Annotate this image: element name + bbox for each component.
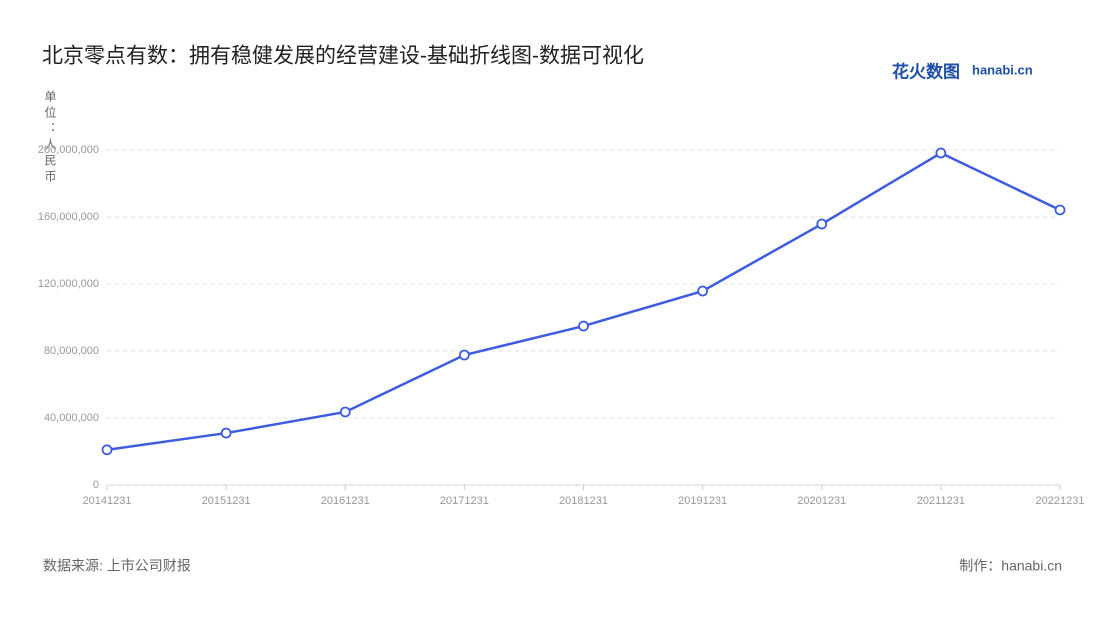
point (697, 285, 709, 297)
x-tick-label: 20201231 (797, 495, 846, 507)
point (1054, 204, 1066, 216)
x-tick-label: 20181231 (559, 495, 608, 507)
x-tick-label: 20211231 (917, 495, 965, 507)
x-tick-label: 20221231 (1036, 495, 1085, 507)
y-axis-label: 单位：人民币 (43, 90, 57, 186)
x-tick-label: 20141231 (83, 495, 132, 507)
y-tick-label: 0 (93, 479, 99, 491)
source: 数据来源: 上市公司财报 (43, 558, 191, 574)
point (458, 349, 470, 361)
x-tick-label: 20161231 (321, 495, 370, 507)
y-tick-label: 200,000,000 (38, 144, 99, 156)
x-tick-label: 20171231 (440, 495, 489, 507)
point (578, 320, 589, 332)
point (220, 427, 232, 439)
x-tick-label: 20191231 (678, 495, 727, 507)
credit: 制作：hanabi.cn (959, 558, 1062, 574)
y-tick-label: 80,000,000 (44, 345, 99, 357)
y-tick-label: 160,000,000 (38, 211, 99, 223)
point (816, 218, 828, 230)
point (101, 444, 113, 456)
point (935, 147, 947, 159)
point (339, 406, 351, 418)
chart-title: 北京零点有数：拥有稳健发展的经营建设-基础折线图-数据可视化 (42, 45, 644, 68)
logo-domain: hanabi.cn (972, 62, 1033, 77)
logo: 花火数图 (892, 61, 960, 81)
line (106, 151, 1061, 452)
x-tick-label: 20151231 (202, 495, 251, 507)
y-tick-label: 40,000,000 (44, 412, 99, 424)
y-tick-label: 120,000,000 (38, 278, 99, 290)
